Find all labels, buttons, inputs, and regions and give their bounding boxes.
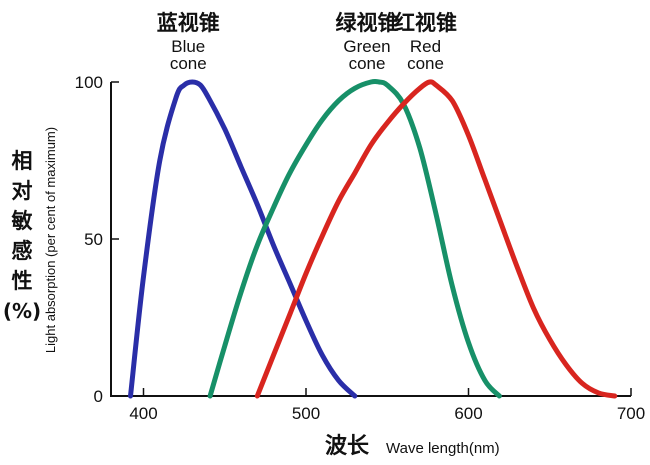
red-cone-label-en: Red: [410, 37, 441, 56]
red-cone-curve: [254, 79, 618, 399]
y-axis-label-cn-char: 相: [12, 149, 33, 173]
x-tick-label: 400: [129, 404, 157, 423]
blue-cone-label-cn: 蓝视锥: [157, 11, 220, 35]
y-axis-label-cn-char: 性: [12, 269, 33, 293]
y-axis-label-cn-char: 对: [12, 179, 33, 203]
y-axis-label-cn-char: 感: [12, 239, 33, 263]
series: [128, 78, 618, 399]
green-cone-label-en: Green: [343, 37, 390, 56]
y-axis-label-cn-char: (%): [3, 299, 41, 323]
x-tick-label: 500: [292, 404, 320, 423]
ticks: 400 500 600 700 0 50 100: [75, 73, 646, 423]
y-tick-label: 100: [75, 73, 103, 92]
blue-cone-label-en: Blue: [171, 37, 205, 56]
green-cone-curve: [207, 78, 502, 399]
green-cone-label-en: cone: [349, 54, 386, 73]
green-cone-label-cn: 绿视锥: [336, 11, 399, 35]
x-axis-label-en: Wave length(nm): [386, 440, 500, 457]
x-axis-label-cn: 波长: [325, 434, 370, 459]
y-axis-label-en: Light absorption (per cent of maximum): [43, 127, 58, 353]
red-cone-label-cn: 红视锥: [394, 11, 457, 35]
y-tick-label: 0: [94, 387, 103, 406]
blue-cone-label-en: cone: [170, 54, 207, 73]
y-axis-label-cn-char: 敏: [11, 209, 33, 233]
red-cone-label-en: cone: [407, 54, 444, 73]
x-tick-label: 700: [617, 404, 645, 423]
blue-cone-curve: [128, 79, 358, 399]
x-tick-label: 600: [454, 404, 482, 423]
y-tick-label: 50: [84, 230, 103, 249]
